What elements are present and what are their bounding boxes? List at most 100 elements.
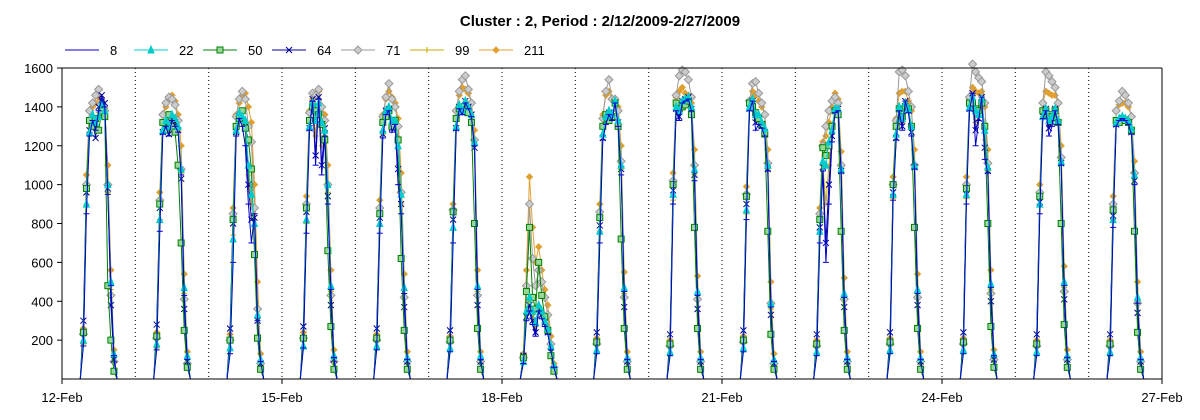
point-64-12-10 [987,297,995,305]
point-50-5-9 [471,220,478,227]
point-50-7-10 [620,324,628,332]
point-71-11-7 [903,86,914,97]
point-50-8-11 [697,365,705,373]
point-50-3-10 [327,323,335,331]
point-71-12-5 [970,67,981,77]
point-71-13-7 [1050,82,1060,93]
point-22-4-7 [391,115,399,124]
point-22-10-3 [819,156,827,165]
legend-item-99: 99 [410,43,469,58]
point-22-8-3 [672,101,680,111]
point-71-1-7 [170,100,180,110]
point-71-14-3 [1111,106,1121,116]
point-64-0-5 [92,134,99,142]
point-50-11-11 [917,365,925,373]
point-50-7-9 [617,235,625,243]
point-22-11-4 [895,101,903,111]
point-64-10-4 [822,239,830,247]
point-71-0-4 [87,98,98,108]
point-50-8-9 [691,223,698,231]
y-tick-label-800: 800 [31,217,53,232]
point-22-3-9 [324,179,332,189]
x-tick-label-21: 21-Feb [701,390,742,405]
point-50-13-11 [1063,363,1071,371]
x-tick-label-12: 12-Feb [41,390,82,405]
point-22-3-8 [321,124,329,134]
point-50-14-10 [1134,328,1142,336]
point-71-9-8 [760,109,770,120]
legend-item-211: 211 [479,43,545,58]
point-71-4-5 [384,78,394,89]
point-50-11-10 [914,324,922,332]
point-71-13-8 [1053,98,1063,108]
chart-title: Cluster : 2, Period : 2/12/2009-2/27/200… [460,13,740,30]
point-22-2-6 [241,115,250,124]
point-22-9-6 [754,109,763,119]
point-50-8-10 [694,324,702,332]
point-50-2-11 [257,365,265,373]
point-64-7-10 [620,303,628,311]
point-71-3-6 [313,84,324,95]
point-71-5-7 [463,84,474,95]
point-71-8-4 [674,71,684,81]
point-50-12-10 [987,323,995,331]
point-22-2-5 [238,111,247,121]
point-50-6-3 [526,223,533,231]
point-64-5-10 [474,301,481,309]
point-64-10-5 [825,181,833,188]
point-211-8-5 [678,83,686,92]
point-71-14-4 [1114,96,1124,106]
point-50-6-6 [535,258,543,266]
legend-label-64: 64 [317,43,331,58]
legend-label-71: 71 [386,43,400,58]
point-71-13-3 [1038,98,1048,108]
point-71-5-4 [454,86,464,97]
point-64-13-10 [1060,295,1068,303]
point-211-6-6 [534,243,543,251]
legend-marker-71 [353,45,363,55]
point-99-3-5 [312,133,319,140]
point-22-0-4 [88,109,97,119]
point-22-10-4 [822,159,830,169]
point-71-7-4 [601,86,611,97]
legend-label-50: 50 [248,43,262,58]
point-22-2-8 [247,189,256,198]
x-axis-ticks: 12-Feb 15-Feb 18-Feb 21-Feb 24-Feb 27-Feb [41,379,1183,405]
point-50-13-10 [1060,321,1068,329]
y-tick-label-200: 200 [31,333,53,348]
point-64-3-10 [327,301,335,309]
point-71-7-5 [604,74,614,85]
point-71-0-6 [93,84,104,95]
point-22-2-4 [235,107,243,117]
x-tick-label-27: 27-Feb [1141,390,1182,405]
point-50-2-9 [251,251,258,259]
point-50-11-9 [911,223,918,231]
point-71-10-7 [830,92,840,102]
y-tick-label-600: 600 [31,255,53,270]
point-22-3-5 [311,115,320,124]
legend-label-8: 8 [110,43,117,58]
point-71-0-5 [90,90,101,100]
legend-item-8: 8 [65,43,117,58]
legend-label-211: 211 [524,43,545,58]
point-22-1-6 [168,109,176,119]
axes [61,67,1163,380]
point-50-3-9 [324,247,332,255]
point-64-1-10 [180,305,188,313]
legend-item-22: 22 [134,43,193,58]
point-50-0-10 [107,336,115,344]
point-50-3-11 [330,365,338,373]
point-50-2-7 [244,136,252,144]
point-50-10-11 [843,365,851,373]
point-50-10-9 [837,227,845,235]
point-50-3-6 [315,111,323,119]
legend-marker-64 [285,46,293,54]
point-50-1-11 [183,363,191,371]
point-50-10-10 [840,326,848,334]
legend-label-22: 22 [179,43,193,58]
legend-item-64: 64 [272,43,331,58]
point-22-6-6 [534,299,543,309]
point-50-14-11 [1137,365,1145,373]
point-22-4-5 [385,101,393,111]
